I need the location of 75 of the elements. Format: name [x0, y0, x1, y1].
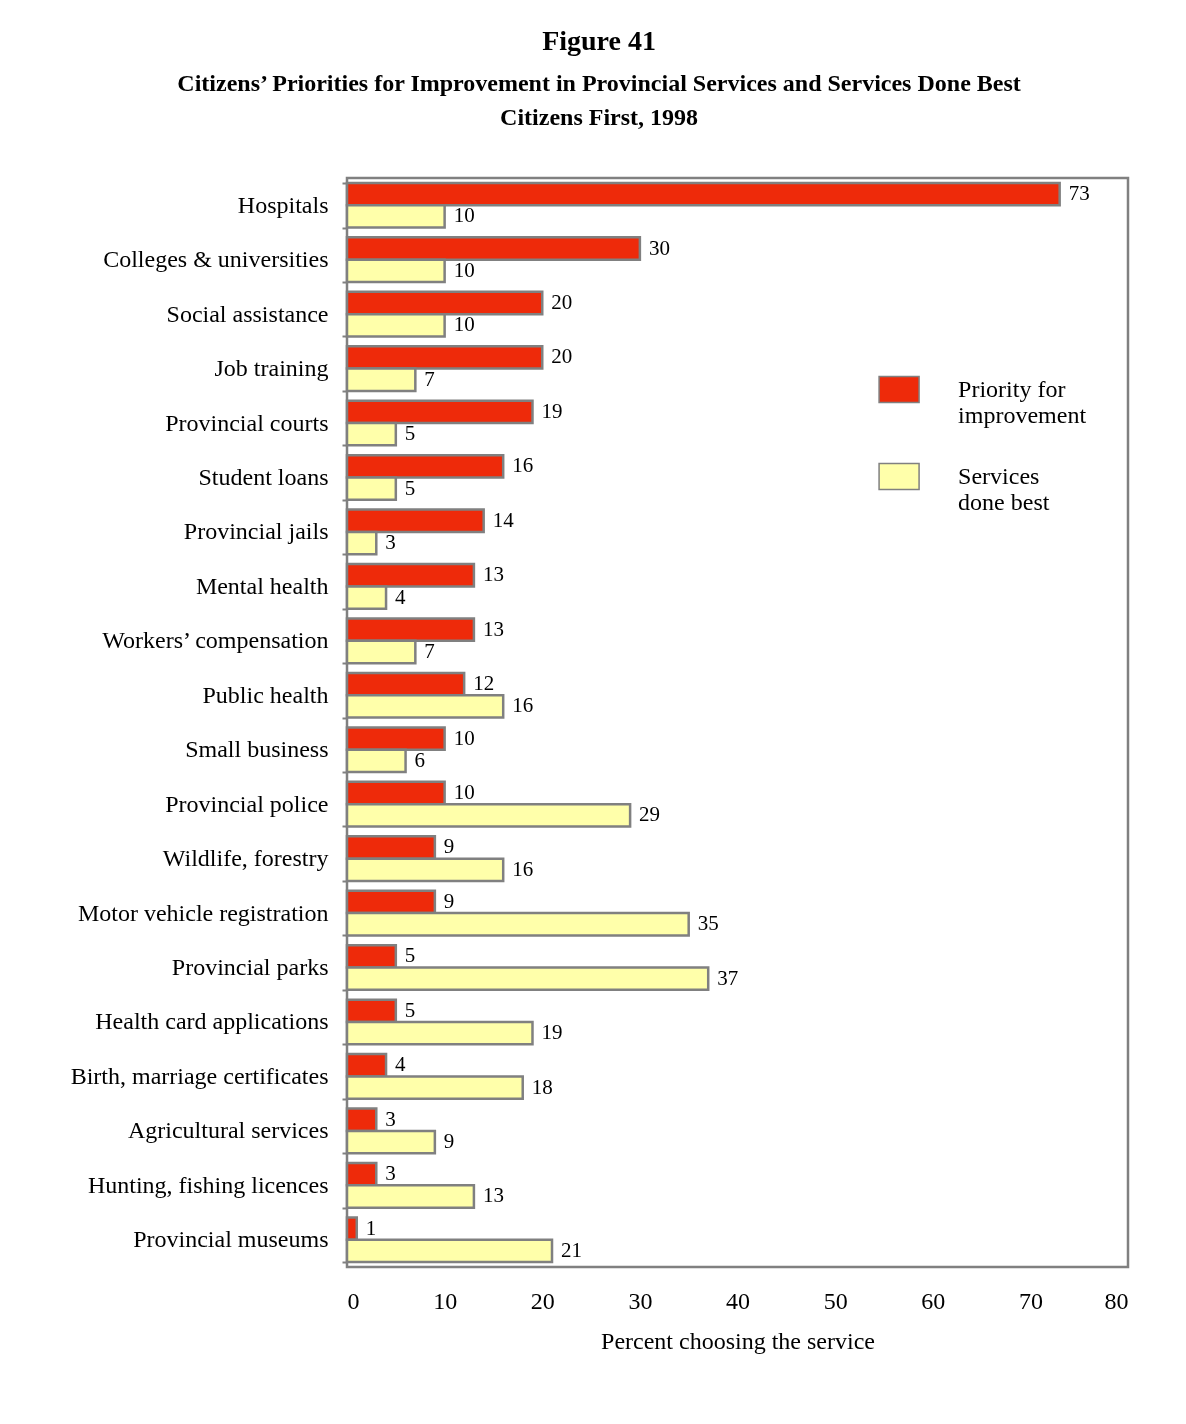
data-label: 73 — [1068, 181, 1090, 206]
data-label: 9 — [443, 834, 455, 859]
y-tick-label: Birth, marriage certificates — [70, 1062, 329, 1089]
x-tick-label: 10 — [433, 1287, 458, 1314]
data-label: 12 — [473, 671, 495, 696]
y-tick-label: Provincial police — [165, 790, 329, 817]
x-tick-label: 80 — [1104, 1287, 1129, 1314]
y-tick-label: Public health — [202, 681, 329, 708]
data-label: 20 — [551, 344, 573, 369]
chart-title: Figure 41 — [542, 25, 656, 56]
data-label: 37 — [717, 965, 739, 990]
x-tick-label: 30 — [628, 1287, 653, 1314]
data-label: 21 — [561, 1237, 583, 1262]
data-label: 13 — [482, 616, 504, 641]
x-tick-label: 50 — [823, 1287, 848, 1314]
data-label: 3 — [385, 1106, 396, 1131]
data-label: 10 — [453, 725, 475, 750]
data-label: 10 — [453, 203, 475, 228]
data-label: 29 — [639, 802, 661, 827]
data-label: 4 — [395, 1052, 407, 1077]
data-label: 10 — [453, 312, 475, 337]
data-label: 20 — [551, 289, 573, 314]
data-label: 5 — [404, 475, 416, 500]
data-label: 16 — [512, 453, 534, 478]
x-tick-label: 60 — [921, 1287, 946, 1314]
y-tick-label: Provincial parks — [171, 954, 329, 981]
y-tick-label: Wildlife, forestry — [162, 845, 329, 872]
data-label: 5 — [404, 421, 416, 446]
y-tick-label: Social assistance — [166, 300, 329, 327]
data-label: 35 — [697, 911, 719, 936]
data-label: 9 — [443, 1129, 455, 1154]
y-tick-label: Job training — [214, 355, 329, 382]
y-tick-label: Student loans — [198, 463, 329, 490]
y-tick-label: Provincial jails — [183, 518, 329, 545]
data-label: 30 — [648, 235, 670, 260]
x-tick-label: 40 — [726, 1287, 750, 1314]
data-label: 1 — [365, 1215, 377, 1240]
y-tick-label: Motor vehicle registration — [77, 899, 329, 926]
data-label: 14 — [492, 507, 515, 532]
y-tick-label: Agricultural services — [127, 1117, 329, 1144]
data-label: 19 — [541, 1020, 563, 1045]
data-label: 5 — [404, 997, 416, 1022]
data-label: 7 — [424, 638, 435, 663]
data-label: 13 — [482, 1183, 504, 1208]
data-label: 16 — [512, 693, 534, 718]
data-label: 5 — [404, 943, 416, 968]
data-label: 4 — [395, 584, 407, 609]
data-label: 13 — [482, 562, 504, 587]
data-label: 10 — [453, 780, 475, 805]
y-tick-label: Hospitals — [237, 191, 329, 218]
y-tick-label: Workers’ compensation — [102, 627, 329, 654]
y-tick-label: Small business — [185, 736, 329, 763]
data-label: 7 — [424, 366, 435, 391]
x-tick-label: 20 — [530, 1287, 555, 1314]
legend-label: Priority for improvement — [958, 375, 1087, 428]
data-label: 3 — [385, 1161, 396, 1186]
data-label: 10 — [453, 257, 475, 282]
y-tick-label: Mental health — [195, 572, 329, 599]
data-label: 3 — [385, 530, 396, 555]
y-tick-label: Colleges & universities — [103, 246, 329, 273]
data-label: 16 — [512, 856, 534, 881]
data-label: 19 — [541, 398, 563, 423]
y-tick-label: Provincial museums — [133, 1226, 329, 1253]
data-label: 18 — [531, 1074, 553, 1099]
y-tick-label: Provincial courts — [165, 409, 329, 436]
y-tick-label: Health card applications — [95, 1008, 329, 1035]
y-tick-label: Hunting, fishing licences — [87, 1171, 329, 1198]
x-tick-label: 0 — [347, 1287, 360, 1314]
x-axis-title: Percent choosing the service — [601, 1327, 875, 1354]
legend-label: Services done best — [958, 462, 1050, 515]
data-label: 6 — [414, 747, 426, 772]
x-tick-label: 70 — [1018, 1287, 1043, 1314]
chart-subtitle: Citizens’ Priorities for Improvement in Provincial Services and Services Done Best — [177, 70, 1021, 96]
text: Citizens First, 1998 — [500, 104, 699, 130]
data-label: 9 — [443, 888, 455, 913]
